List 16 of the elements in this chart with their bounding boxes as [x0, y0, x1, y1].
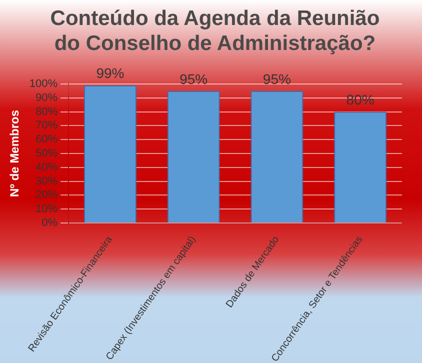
- y-tick-label: 70%: [36, 120, 58, 132]
- y-tick-label: 10%: [36, 203, 58, 216]
- data-label: 95%: [262, 70, 291, 87]
- y-tick-label: 50%: [36, 148, 58, 160]
- y-tick-label: 100%: [29, 78, 58, 90]
- data-label: 99%: [96, 65, 124, 82]
- y-tick-label: 60%: [36, 134, 58, 146]
- y-tick-label: 80%: [36, 106, 58, 118]
- data-label: 95%: [180, 70, 208, 87]
- y-tick-label: 0%: [42, 217, 58, 230]
- chart-title: Conteúdo da Agenda da Reunião do Conselho de Administração?: [49, 6, 381, 56]
- y-tick-label: 20%: [36, 189, 58, 202]
- y-axis-title: Nº de Membros: [8, 110, 22, 198]
- y-tick-label: 90%: [36, 92, 58, 104]
- y-tick-label: 40%: [36, 161, 58, 174]
- y-tick-label: 30%: [36, 175, 58, 188]
